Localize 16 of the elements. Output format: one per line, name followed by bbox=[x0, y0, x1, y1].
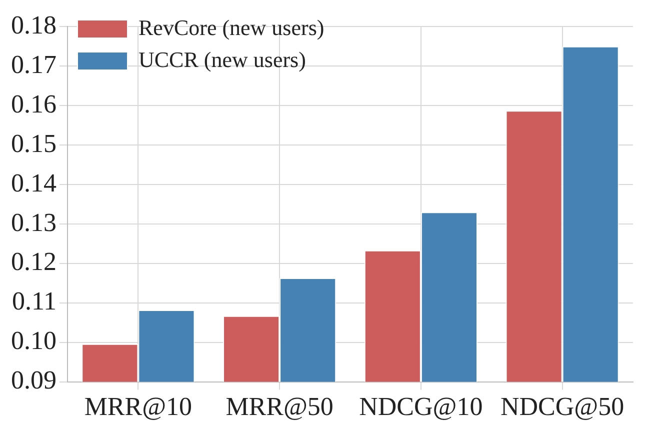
y-tick-label: 0.10 bbox=[11, 326, 56, 356]
y-tick-label: 0.15 bbox=[11, 128, 56, 158]
y-tick-label: 0.14 bbox=[11, 168, 56, 198]
x-tick-label: NDCG@50 bbox=[500, 392, 624, 422]
y-tick-label: 0.18 bbox=[11, 10, 56, 40]
legend-label: UCCR (new users) bbox=[138, 46, 306, 72]
x-tick-label: MRR@10 bbox=[84, 392, 192, 422]
y-tick-label: 0.17 bbox=[11, 50, 56, 79]
x-tick-label: MRR@50 bbox=[226, 392, 334, 422]
legend-label: RevCore (new users) bbox=[138, 14, 324, 40]
y-tick-label: 0.13 bbox=[11, 208, 56, 237]
x-tick-label: NDCG@10 bbox=[359, 392, 483, 422]
y-tick-label: 0.11 bbox=[12, 286, 56, 316]
y-tick-label: 0.16 bbox=[11, 89, 56, 118]
y-tick-label: 0.09 bbox=[11, 366, 56, 395]
y-tick-label: 0.12 bbox=[11, 247, 56, 276]
